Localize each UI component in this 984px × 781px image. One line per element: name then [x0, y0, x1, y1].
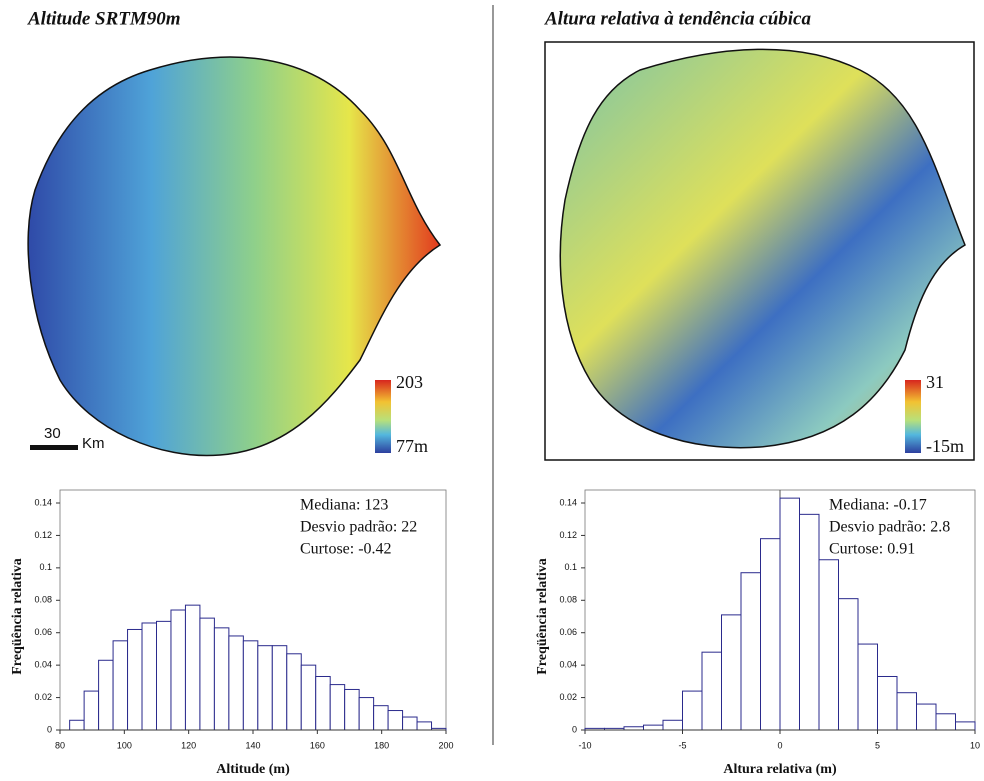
bar: [682, 690, 703, 731]
y-tick-label: 0.04: [34, 660, 52, 670]
bar: [170, 609, 186, 731]
y-tick-label: 0.04: [559, 660, 577, 670]
bar: [184, 604, 201, 731]
legend-max: 203: [396, 372, 423, 392]
scale-value: 30: [44, 425, 61, 442]
bar: [416, 721, 433, 731]
x-tick-label: -10: [578, 740, 591, 750]
annotation: Curtose: -0.42: [300, 541, 392, 558]
y-tick-label: 0.1: [564, 562, 577, 572]
bar: [69, 719, 85, 731]
map-frame: [544, 41, 975, 461]
bar: [662, 719, 683, 731]
legend-min: -15m: [926, 436, 964, 456]
y-tick-label: 0: [47, 724, 52, 734]
bar: [344, 688, 360, 731]
y-tick-label: 0.02: [559, 692, 577, 702]
bar: [112, 640, 129, 731]
x-tick-label: 10: [970, 740, 980, 750]
x-tick-label: 0: [777, 740, 782, 750]
y-tick-label: 0.1: [39, 562, 52, 572]
x-tick-label: -5: [678, 740, 686, 750]
legend-colorbar: [905, 380, 921, 453]
bar: [199, 617, 215, 731]
annotation: Mediana: 123: [300, 497, 388, 514]
y-tick-label: 0.02: [34, 692, 52, 702]
legend-colorbar: [375, 380, 391, 453]
x-axis-label: Altitude (m): [216, 762, 290, 777]
bar: [141, 622, 157, 731]
bar: [358, 697, 375, 731]
bar: [98, 659, 114, 731]
y-tick-label: 0.14: [559, 497, 577, 507]
x-tick-label: 160: [310, 740, 325, 750]
bar: [387, 710, 404, 731]
y-tick-label: 0.12: [559, 530, 577, 540]
scale-bar: [30, 445, 78, 450]
x-tick-label: 100: [117, 740, 132, 750]
legend-min: 77m: [396, 436, 428, 456]
x-tick-label: 120: [181, 740, 196, 750]
bar: [779, 497, 800, 731]
annotation: Desvio padrão: 22: [300, 519, 417, 536]
bar: [329, 684, 346, 731]
bar: [83, 690, 100, 731]
legend-max: 31: [926, 372, 944, 392]
bar: [877, 675, 898, 731]
bar: [935, 713, 956, 731]
bar: [838, 598, 859, 731]
bar: [857, 643, 878, 731]
annotation: Curtose: 0.91: [829, 541, 915, 558]
bar: [156, 620, 172, 731]
bar: [402, 716, 418, 731]
bar: [213, 627, 230, 731]
bar: [300, 664, 317, 731]
annotation: Mediana: -0.17: [829, 497, 927, 514]
x-tick-label: 5: [875, 740, 880, 750]
y-tick-label: 0.08: [34, 595, 52, 605]
bar: [701, 651, 722, 731]
bar: [818, 559, 839, 731]
y-tick-label: 0.12: [34, 530, 52, 540]
bar: [242, 640, 259, 731]
bar: [315, 675, 331, 731]
y-tick-label: 0.08: [559, 595, 577, 605]
x-axis-label: Altura relativa (m): [723, 762, 837, 777]
y-axis-label: Freqüência relativa: [10, 558, 25, 675]
y-tick-label: 0.14: [34, 497, 52, 507]
y-axis-label: Freqüência relativa: [535, 558, 550, 675]
bar: [799, 513, 820, 731]
bar: [271, 645, 288, 731]
scale-unit: Km: [82, 435, 105, 452]
map-title: Altura relativa à tendência cúbica: [544, 8, 811, 29]
bar: [955, 721, 976, 731]
y-tick-label: 0.06: [34, 627, 52, 637]
bar: [760, 538, 781, 731]
residual-map: [559, 48, 966, 449]
bar: [228, 635, 244, 731]
map-title: Altitude SRTM90m: [27, 8, 181, 29]
x-tick-label: 200: [438, 740, 453, 750]
x-tick-label: 80: [55, 740, 65, 750]
bar: [127, 628, 143, 731]
bar: [721, 614, 742, 731]
bar: [916, 703, 937, 731]
bar: [896, 692, 917, 731]
bar: [286, 653, 302, 731]
bar: [373, 705, 389, 731]
bar: [740, 572, 761, 731]
x-tick-label: 180: [374, 740, 389, 750]
annotation: Desvio padrão: 2.8: [829, 519, 950, 536]
y-tick-label: 0.06: [559, 627, 577, 637]
bar: [643, 724, 664, 731]
y-tick-label: 0: [572, 724, 577, 734]
x-tick-label: 140: [245, 740, 260, 750]
bar: [257, 645, 273, 731]
altitude-map: [27, 56, 442, 457]
